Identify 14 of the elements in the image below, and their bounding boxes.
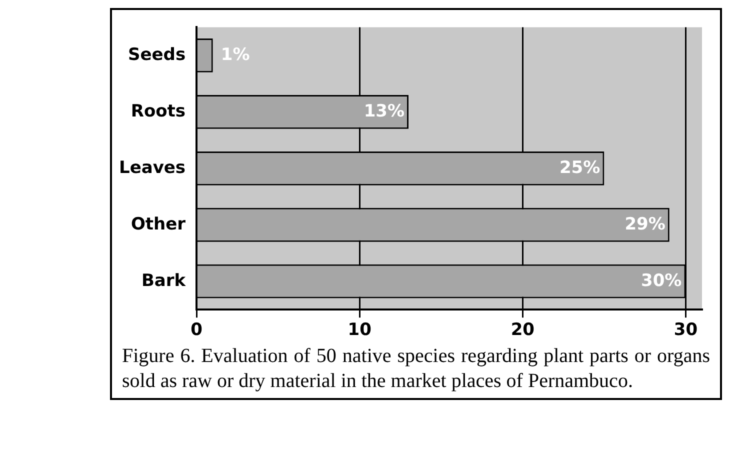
x-tick-label: 20 — [510, 320, 535, 340]
caption: Figure 6. Evaluation of 50 native species regarding plant parts or organs sold as raw or dry material in the market places of Pernambuco. — [122, 344, 710, 394]
x-tick-label: 30 — [674, 320, 698, 340]
y-tick-label: Roots — [130, 101, 186, 122]
data-label: 13% — [364, 101, 405, 122]
y-tick-label: Leaves — [118, 158, 186, 178]
y-tick-label: Bark — [141, 270, 186, 291]
data-label: 29% — [624, 214, 666, 234]
data-label: 25% — [559, 158, 600, 178]
x-tick-label: 0 — [190, 320, 203, 340]
x-tick-label: 10 — [348, 320, 372, 340]
data-label: 30% — [640, 270, 682, 291]
y-tick-label: Other — [130, 214, 186, 234]
y-tick-label: Seeds — [128, 44, 186, 65]
